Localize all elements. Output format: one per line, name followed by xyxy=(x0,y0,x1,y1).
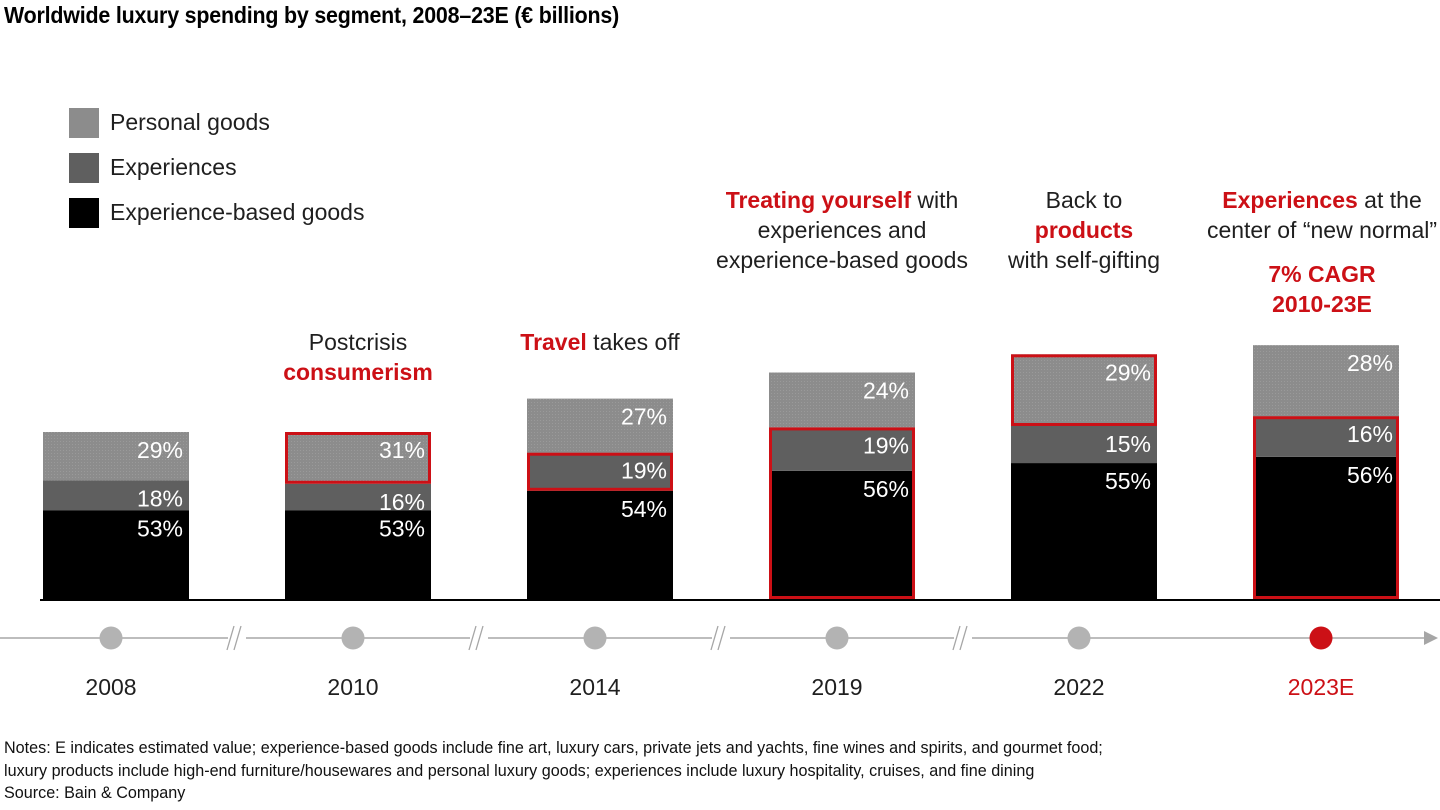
legend-swatch-experience-based-goods xyxy=(69,197,99,228)
annotation-2023-highlight: Experiences xyxy=(1222,187,1358,213)
annotation-2023: Experiences at the center of “new normal… xyxy=(1207,185,1437,319)
x-tick-label-2023e: 2023E xyxy=(1288,674,1355,700)
notes: Notes: E indicates estimated value; expe… xyxy=(4,737,1103,805)
bar-segment-personal-goods-2019 xyxy=(769,372,915,428)
bar-segment-experience-based-goods-2014 xyxy=(527,490,673,599)
data-label-experience-based-goods-2010: 53% xyxy=(379,515,425,541)
x-tick-label-2010: 2010 xyxy=(327,674,378,700)
legend-swatch-experiences xyxy=(69,152,99,183)
annotation-2010-line1: Postcrisis xyxy=(308,329,408,355)
bar-segment-experiences-2014 xyxy=(527,452,673,491)
data-label-personal-goods-2014: 27% xyxy=(621,404,667,430)
data-label-experiences-2008: 18% xyxy=(137,485,183,511)
legend-label: Experience-based goods xyxy=(110,199,365,225)
x-tick-label-2014: 2014 xyxy=(569,674,620,700)
highlight-box-2023e xyxy=(1253,416,1399,599)
data-label-personal-goods-2023e: 28% xyxy=(1347,350,1393,376)
legend-item-experience-based-goods: Experience-based goods xyxy=(69,190,364,235)
highlight-box-2019 xyxy=(769,427,915,599)
axis-break-icon xyxy=(710,625,730,651)
annotation-2010-highlight: consumerism xyxy=(283,359,433,385)
timeline-dot-2019 xyxy=(825,626,849,650)
data-label-experience-based-goods-2022: 55% xyxy=(1105,468,1151,494)
bars-group: 53%18%29%53%16%31%54%19%27%56%19%24%55%1… xyxy=(43,345,1399,599)
annotation-2019-text: with xyxy=(911,187,959,213)
timeline-dot-2010 xyxy=(341,626,365,650)
annotation-2019-line3: experience-based goods xyxy=(716,247,968,273)
bar-segment-personal-goods-2008 xyxy=(43,432,189,481)
annotation-2014-text: takes off xyxy=(586,329,680,355)
bar-segment-personal-goods-2014 xyxy=(527,398,673,453)
annotation-2019-highlight: Treating yourself xyxy=(725,187,912,213)
data-label-experiences-2023e: 16% xyxy=(1347,421,1393,447)
annotation-2022: Back to products with self-gifting xyxy=(1008,185,1160,275)
annotation-2023-line2: center of “new normal” xyxy=(1206,217,1438,243)
bar-segment-experiences-2023e xyxy=(1253,416,1399,457)
annotation-2014-highlight: Travel xyxy=(520,329,587,355)
bar-segment-personal-goods-2022 xyxy=(1011,354,1157,426)
bar-segment-experience-based-goods-2019 xyxy=(769,470,915,599)
data-label-experiences-2019: 19% xyxy=(863,432,909,458)
bar-segment-personal-goods-2023e xyxy=(1253,345,1399,417)
axis-break-icon xyxy=(952,625,972,651)
annotation-2023-text: at the xyxy=(1357,187,1422,213)
data-label-experience-based-goods-2008: 53% xyxy=(137,515,183,541)
cagr-line1: 7% CAGR xyxy=(1268,261,1376,287)
bar-segment-experiences-2019 xyxy=(769,427,915,471)
chart-title: Worldwide luxury spending by segment, 20… xyxy=(4,2,620,28)
x-tick-label-2019: 2019 xyxy=(811,674,862,700)
annotation-2019-line2: experiences and xyxy=(757,217,927,243)
legend-swatch-personal-goods xyxy=(69,107,99,138)
bar-segment-experiences-2010 xyxy=(285,483,431,511)
x-tick-label-2022: 2022 xyxy=(1053,674,1104,700)
timeline: 2008 2010 2014 2019 2022 2023E xyxy=(0,625,1438,700)
annotation-2019: Treating yourself with experiences and e… xyxy=(716,185,968,275)
legend-item-personal-goods: Personal goods xyxy=(69,100,364,145)
timeline-dot-2023e xyxy=(1309,626,1333,650)
data-label-experiences-2014: 19% xyxy=(621,458,667,484)
legend: Personal goods Experiences Experience-ba… xyxy=(69,100,364,235)
cagr-line2: 2010-23E xyxy=(1272,291,1372,317)
legend-label: Experiences xyxy=(110,154,237,180)
bar-segment-experience-based-goods-2010 xyxy=(285,510,431,599)
timeline-dot-2014 xyxy=(583,626,607,650)
bar-segment-experience-based-goods-2023e xyxy=(1253,456,1399,599)
source: Source: Bain & Company xyxy=(4,783,186,802)
legend-label: Personal goods xyxy=(110,109,270,135)
legend-item-experiences: Experiences xyxy=(69,145,364,190)
highlight-box-2022 xyxy=(1011,354,1157,426)
annotation-2022-line1: Back to xyxy=(1045,187,1123,213)
data-label-experience-based-goods-2014: 54% xyxy=(621,496,667,522)
notes-line1: Notes: E indicates estimated value; expe… xyxy=(4,738,1103,757)
highlight-box-2014 xyxy=(527,452,673,491)
x-tick-label-2008: 2008 xyxy=(85,674,136,700)
data-label-personal-goods-2008: 29% xyxy=(137,437,183,463)
data-label-personal-goods-2019: 24% xyxy=(863,377,909,403)
notes-line2: luxury products include high-end furnitu… xyxy=(4,760,1035,780)
annotation-2014: Travel takes off xyxy=(520,327,679,357)
data-label-experience-based-goods-2019: 56% xyxy=(863,476,909,502)
data-label-experiences-2022: 15% xyxy=(1105,431,1151,457)
data-label-personal-goods-2010: 31% xyxy=(379,437,425,463)
annotation-2022-highlight: products xyxy=(1034,217,1134,243)
data-label-personal-goods-2022: 29% xyxy=(1105,359,1151,385)
bar-segment-experience-based-goods-2008 xyxy=(43,510,189,599)
timeline-dot-2022 xyxy=(1067,626,1091,650)
bar-segment-experiences-2022 xyxy=(1011,425,1157,464)
bar-segment-experiences-2008 xyxy=(43,480,189,511)
axis-break-icon xyxy=(468,625,488,651)
annotation-2010: Postcrisis consumerism xyxy=(283,327,433,387)
bar-segment-experience-based-goods-2022 xyxy=(1011,463,1157,599)
data-label-experience-based-goods-2023e: 56% xyxy=(1347,462,1393,488)
data-label-experiences-2010: 16% xyxy=(379,489,425,515)
axis-break-icon xyxy=(226,625,246,651)
timeline-dot-2008 xyxy=(99,626,123,650)
highlight-box-2010 xyxy=(285,432,431,484)
bar-segment-personal-goods-2010 xyxy=(285,432,431,484)
timeline-arrow-icon xyxy=(1424,631,1438,645)
annotation-2022-line3: with self-gifting xyxy=(1007,247,1161,273)
